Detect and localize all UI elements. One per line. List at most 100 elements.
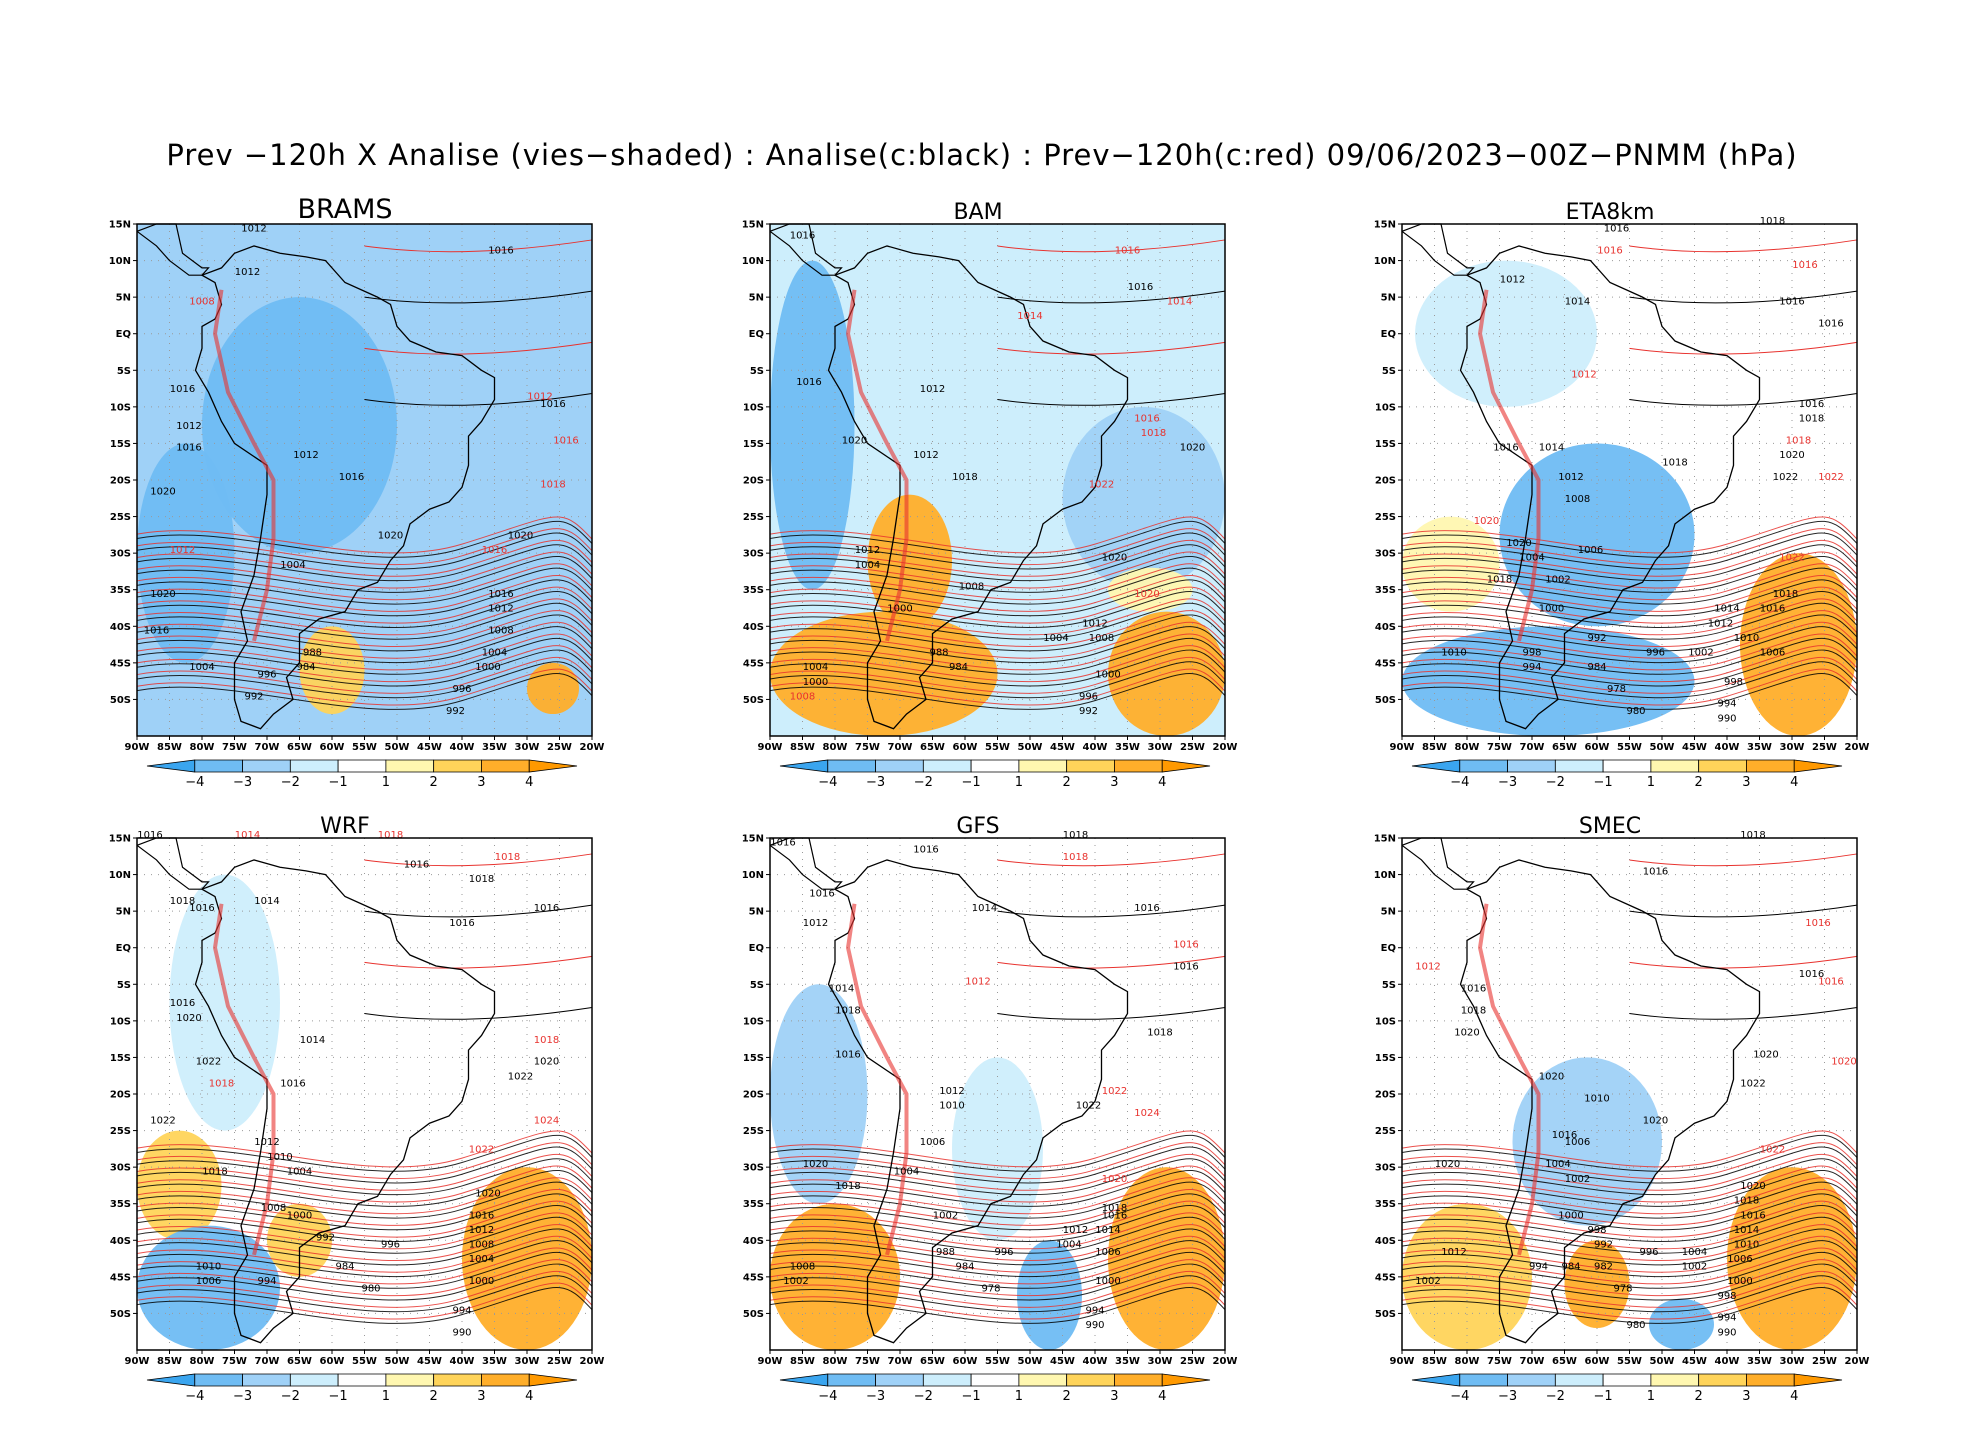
contour-label: 1022 [1076,1101,1101,1112]
contour-label: 1004 [1519,552,1544,563]
lon-label: 60W [320,1356,345,1367]
lon-label: 85W [790,1356,815,1367]
isobar-north [364,955,593,969]
bias-region [770,984,868,1204]
analysis-isobar [136,567,593,605]
colorbar-label: −4 [818,1389,837,1404]
lon-label: 30W [1780,1356,1805,1367]
colorbar-swatch [1066,1373,1115,1387]
colorbar-label: 2 [1063,775,1071,790]
lat-label: 15N [1374,220,1396,231]
contour-label: 1004 [1043,633,1068,644]
colorbar-swatch [1746,759,1795,773]
contour-label: 1000 [1095,669,1120,680]
contour-label: 1010 [939,1101,964,1112]
contour-label: 1012 [293,450,318,461]
contour-label: 1018 [534,1035,559,1046]
forecast-isobar [769,598,1226,636]
contour-label: 1018 [1147,1027,1172,1038]
lon-label: 75W [855,1356,880,1367]
colorbar-label: −3 [1498,1389,1517,1404]
analysis-isobar [136,1181,593,1219]
contour-label: 978 [981,1283,1000,1294]
isobar-north [364,1007,593,1020]
lat-label: 10S [743,402,764,413]
analysis-isobar [1401,555,1858,593]
contour-label: 994 [1717,699,1736,710]
colorbar-swatch [827,1373,876,1387]
colorbar-swatch [1698,759,1747,773]
contour-label: 1008 [1089,633,1114,644]
analysis-isobar [136,579,593,617]
contour-label: 990 [1717,1327,1736,1338]
contour-label: 1012 [241,223,266,234]
forecast-isobar [136,516,593,554]
contour-label: 1010 [196,1262,221,1273]
analysis-isobar [1401,579,1858,617]
analysis-isobar [136,1193,593,1231]
contour-label: 1016 [1597,245,1622,256]
contour-label: 1016 [1805,918,1830,929]
analysis-isobar [1401,626,1858,664]
forecast-isobar [769,610,1226,648]
analysis-isobar [136,1228,593,1266]
lat-label: 50S [743,695,764,706]
contour-label: 1012 [1500,275,1525,286]
lon-label: 75W [222,742,247,753]
lon-label: 90W [758,1356,783,1367]
colorbar-swatch [1459,759,1508,773]
isobar-north [364,341,593,355]
forecast-isobar [769,645,1226,683]
contour-label: 1006 [1565,1137,1590,1148]
contour-label: 984 [335,1262,354,1273]
lat-label: 10S [1375,1016,1396,1027]
contour-label: 1016 [1643,867,1668,878]
map-wrf: 1016 1014 10181018101610181018101610141016… [109,830,605,1404]
colorbar-swatch [1650,759,1700,773]
contour-label: 1018 [1786,435,1811,446]
contour-label: 1004 [1545,1159,1570,1170]
lon-label: 90W [125,1356,150,1367]
forecast-isobar [136,1165,593,1203]
lon-label: 40W [1083,1356,1108,1367]
analysis-isobar [769,1205,1226,1243]
analysis-isobar [769,1193,1226,1231]
lat-label: 50S [110,1309,131,1320]
lon-label: 50W [385,1356,410,1367]
contour-label: 1002 [1688,648,1713,659]
colorbar-swatch [1411,1373,1461,1387]
analysis-isobar [1401,1251,1858,1289]
lon-label: 60W [953,742,978,753]
analysis-isobar [769,1251,1226,1289]
contour-label: 984 [949,662,968,673]
lat-label: 45S [110,1272,131,1283]
map-smec: 1018101610161016101610121016101810201020… [1374,830,1870,1404]
lat-label: 20S [743,1090,764,1101]
colorbar-label: −2 [281,775,300,790]
panel-title: ETA8km [1565,200,1655,225]
lat-label: 10N [1374,256,1396,267]
contour-label: 1008 [790,1262,815,1273]
colorbar-swatch [385,1373,435,1387]
isobar-north [997,904,1226,918]
contour-label: 1018 [170,896,195,907]
analysis-isobar [136,637,593,675]
lon-label: 60W [1585,1356,1610,1367]
contour-label: 1016 [1115,245,1140,256]
analysis-isobar [769,1240,1226,1278]
contour-label: 1012 [1063,1225,1088,1236]
contour-label: 1004 [855,560,880,571]
contour-label: 1014 [1565,296,1590,307]
forecast-isobar [1401,668,1858,706]
lat-label: 35S [1375,585,1396,596]
colorbar-swatch [1650,1373,1700,1387]
colorbar-label: 3 [1742,1389,1750,1404]
contour-label: 1010 [1441,648,1466,659]
lat-label: EQ [116,329,131,340]
lon-label: 75W [1487,1356,1512,1367]
contour-label: 1012 [235,267,260,278]
forecast-isobar [136,1282,593,1320]
lat-label: EQ [749,943,764,954]
forecast-isobar [136,598,593,636]
